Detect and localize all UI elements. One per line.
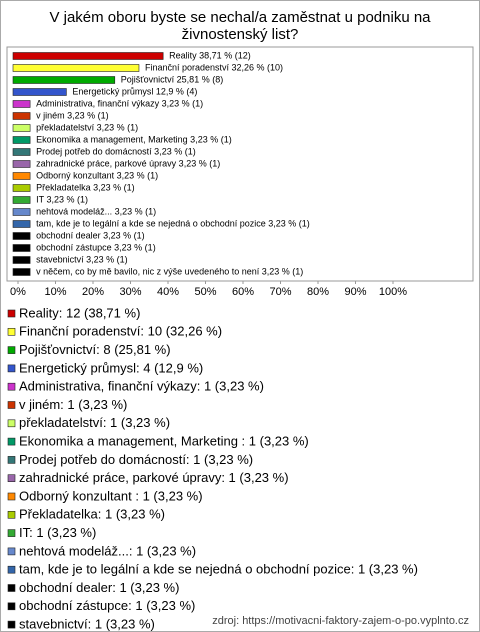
legend-label: stavebnictví: 1 (3,23 %) [19, 617, 155, 631]
chart-title: V jakém oboru byste se nechal/a zaměstna… [49, 9, 431, 43]
bar-label: obchodní dealer 3,23 % (1) [36, 230, 145, 240]
bar [12, 244, 31, 252]
plot-frame [6, 46, 474, 282]
bar [12, 88, 67, 96]
bar [12, 220, 31, 228]
bar [12, 124, 31, 132]
legend-swatch [7, 346, 16, 354]
bar [12, 76, 116, 84]
x-tick-label: 0% [10, 286, 26, 298]
bar [12, 112, 31, 120]
legend-label: IT: 1 (3,23 %) [19, 525, 96, 540]
legend-label: tam, kde je to legální a kde se nejedná … [19, 562, 418, 577]
legend-swatch [7, 529, 16, 537]
legend-swatch [7, 584, 16, 592]
legend-label: nehtová modeláž...: 1 (3,23 %) [19, 543, 196, 558]
x-tick-label: 50% [194, 286, 216, 298]
legend-swatch [7, 437, 16, 446]
legend-label: Administrativa, finanční výkazy: 1 (3,23… [19, 379, 264, 394]
bar-label: tam, kde je to legální a kde se nejedná … [36, 218, 310, 228]
bar-label: stavebnictví 3,23 % (1) [36, 254, 128, 264]
bar [12, 100, 31, 108]
legend-label: obchodní dealer: 1 (3,23 %) [19, 580, 179, 595]
x-tick-label: 80% [307, 286, 329, 298]
legend-label: obchodní zástupce: 1 (3,23 %) [19, 598, 195, 613]
x-tick-label: 20% [82, 286, 104, 298]
legend-label: Odborný konzultant : 1 (3,23 %) [19, 488, 203, 503]
bar [12, 256, 31, 264]
legend-swatch [7, 364, 16, 373]
bar [12, 268, 31, 276]
legend-swatch [7, 401, 16, 409]
bar-label: v jiném 3,23 % (1) [36, 110, 109, 120]
bar [12, 160, 31, 168]
legend-label: Překladatelka: 1 (3,23 %) [19, 507, 165, 522]
x-tick-label: 10% [44, 286, 66, 298]
legend-swatch [7, 419, 16, 428]
legend-swatch [7, 492, 16, 501]
legend-label: Prodej potřeb do domácností: 1 (3,23 %) [19, 452, 253, 467]
bar-label: zahradnické práce, parkové úpravy 3,23 %… [36, 158, 220, 168]
legend-label: Pojišťovnictví: 8 (25,81 %) [19, 342, 171, 357]
legend-swatch [7, 474, 16, 483]
legend-swatch [7, 309, 16, 318]
bar-label: obchodní zástupce 3,23 % (1) [36, 242, 156, 252]
bar-label: v něčem, co by mě bavilo, nic z výše uve… [36, 266, 303, 276]
bar-label: Ekonomika a management, Marketing 3,23 %… [36, 134, 232, 144]
bar-label: Pojišťovnictví 25,81 % (8) [121, 74, 223, 84]
bar-label: IT 3,23 % (1) [36, 194, 88, 204]
x-tick-label: 30% [119, 286, 141, 298]
legend-label: Ekonomika a management, Marketing : 1 (3… [19, 434, 309, 449]
legend-swatch [7, 456, 16, 464]
bar [12, 184, 31, 192]
legend-label: Energetický průmysl: 4 (12,9 %) [19, 360, 203, 375]
x-tick-label: 100% [379, 286, 407, 298]
bar-label: Administrativa, finanční výkazy 3,23 % (… [36, 98, 203, 108]
x-tick-label: 60% [232, 286, 254, 298]
bar [12, 52, 164, 60]
bar [12, 64, 140, 72]
bar-label: nehtová modeláž... 3,23 % (1) [36, 206, 156, 216]
bar [12, 148, 31, 156]
bar [12, 196, 31, 204]
bar-label: Prodej potřeb do domácností 3,23 % (1) [36, 146, 196, 156]
bar-label: Finanční poradenství 32,26 % (10) [145, 62, 283, 72]
x-tick-label: 70% [269, 286, 291, 298]
legend-swatch [7, 510, 16, 519]
legend-label: překladatelství: 1 (3,23 %) [19, 415, 170, 430]
bar [12, 232, 31, 240]
legend-label: zahradnické práce, parkové úpravy: 1 (3,… [19, 470, 289, 485]
bar-label: Odborný konzultant 3,23 % (1) [36, 170, 158, 180]
bar [12, 208, 31, 216]
source: zdroj: https://motivacni-faktory-zajem-o… [212, 615, 469, 627]
legend-swatch [7, 327, 16, 336]
x-tick-label: 40% [157, 286, 179, 298]
x-tick-label: 90% [344, 286, 366, 298]
legend-label: Reality: 12 (38,71 %) [19, 305, 140, 320]
legend-label: v jiném: 1 (3,23 %) [19, 397, 127, 412]
legend-swatch [7, 547, 16, 556]
bar-label: Překladatelka 3,23 % (1) [36, 182, 135, 192]
legend-swatch [7, 620, 16, 629]
bar-label: překladatelství 3,23 % (1) [36, 122, 138, 132]
bar-label: Reality 38,71 % (12) [169, 50, 251, 60]
legend-swatch [7, 602, 16, 611]
bar [12, 172, 31, 180]
bar [12, 136, 31, 144]
legend-label: Finanční poradenství: 10 (32,26 %) [19, 324, 222, 339]
legend-swatch [7, 565, 16, 574]
bar-label: Energetický průmysl 12,9 % (4) [72, 86, 197, 96]
legend-swatch [7, 382, 16, 391]
